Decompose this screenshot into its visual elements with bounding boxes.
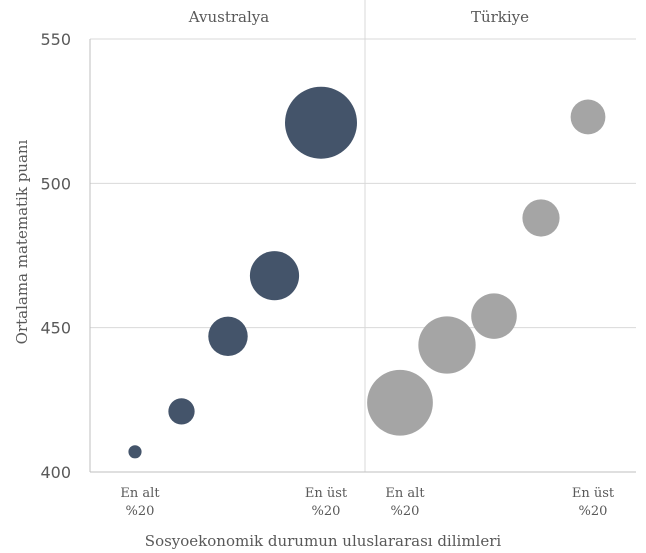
bubble-point bbox=[249, 251, 300, 301]
axis-layer bbox=[89, 39, 636, 473]
bubble-point bbox=[285, 86, 357, 159]
label-layer: 400 450 500 550 Avustralya En alt %20 En üst %20… bbox=[40, 8, 614, 519]
y-tick-label: 500 bbox=[40, 174, 71, 193]
x-category-label-start: En alt bbox=[120, 486, 160, 501]
x-category-label-end: %20 bbox=[312, 504, 341, 519]
x-category-label-end: En üst bbox=[572, 486, 615, 501]
bubble-layer bbox=[128, 86, 606, 459]
y-tick-label: 400 bbox=[40, 463, 71, 482]
x-axis-title: Sosyoekonomik durumun uluslararası dilim… bbox=[145, 532, 502, 550]
grid-layer bbox=[90, 0, 636, 472]
x-category-label-start: %20 bbox=[126, 504, 155, 519]
bubble-point bbox=[168, 398, 195, 425]
y-tick-label: 450 bbox=[40, 319, 71, 338]
y-axis-title: Ortalama matematik puanı bbox=[13, 139, 31, 344]
x-category-label-end: %20 bbox=[579, 504, 608, 519]
bubble-point bbox=[471, 293, 517, 339]
bubble-point bbox=[128, 445, 142, 459]
bubble-point bbox=[522, 199, 560, 237]
x-category-label-start: %20 bbox=[391, 504, 420, 519]
bubble-point bbox=[418, 316, 476, 374]
panel-title-turkiye: Türkiye bbox=[471, 8, 529, 26]
bubble-point bbox=[208, 316, 248, 357]
panel-title-avustralya: Avustralya bbox=[188, 8, 269, 26]
x-category-label-start: En alt bbox=[385, 486, 425, 501]
y-tick-label: 550 bbox=[40, 30, 71, 49]
x-category-label-end: En üst bbox=[305, 486, 348, 501]
bubble-point bbox=[367, 369, 433, 436]
bubble-point bbox=[570, 99, 606, 135]
